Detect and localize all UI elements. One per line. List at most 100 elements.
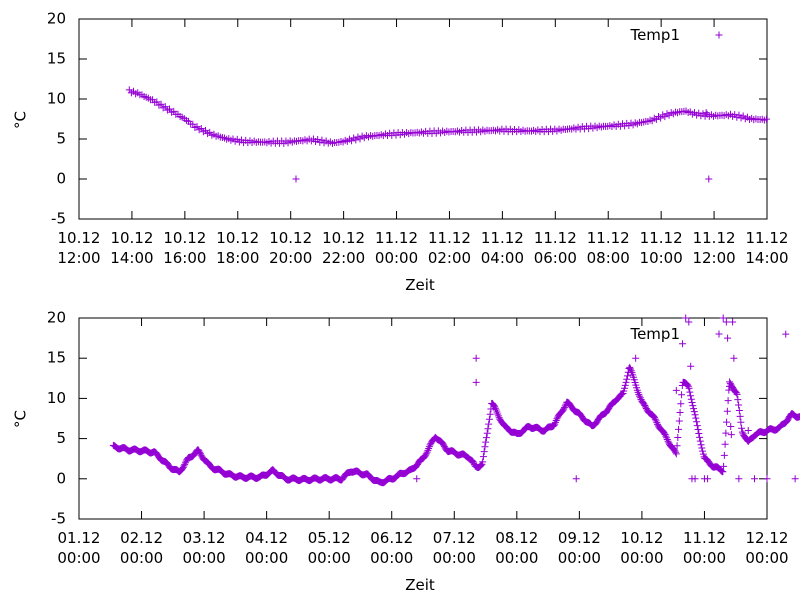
data-point [686, 388, 694, 396]
x-tick-label-date: 10.12 [269, 229, 312, 247]
x-tick-label-date: 11.12 [587, 229, 630, 247]
data-point [663, 436, 671, 444]
data-point [663, 434, 671, 442]
data-point-outlier [727, 431, 735, 439]
data-point [723, 407, 731, 415]
data-point-outlier [750, 475, 758, 483]
x-tick-label-time: 14:00 [745, 249, 788, 267]
x-tick-label-time: 12:00 [692, 249, 735, 267]
data-point-outlier [704, 475, 712, 483]
data-point [641, 401, 649, 409]
data-point [724, 397, 732, 405]
data-point [698, 444, 706, 452]
x-tick-label-time: 00:00 [433, 549, 476, 567]
data-point [734, 396, 742, 404]
x-tick-label-time: 12:00 [57, 249, 100, 267]
data-point [733, 390, 741, 398]
data-point [691, 411, 699, 419]
data-point [422, 450, 430, 458]
data-point [677, 400, 685, 408]
data-point-outlier [725, 382, 733, 390]
x-tick-label-date: 07.12 [433, 529, 476, 547]
data-point [620, 387, 628, 395]
x-tick-label-time: 14:00 [110, 249, 153, 267]
data-point-outlier [722, 318, 730, 326]
data-point [480, 448, 488, 456]
legend-marker [715, 330, 723, 338]
data-point-outlier [744, 427, 752, 435]
data-point [685, 384, 693, 392]
x-tick-label-time: 00:00 [683, 549, 726, 567]
data-point [470, 459, 478, 467]
data-point-outlier [572, 475, 580, 483]
data-point [642, 403, 650, 411]
x-tick-label-date: 09.12 [558, 529, 601, 547]
data-point [196, 448, 204, 456]
x-tick-label-date: 11.12 [534, 229, 577, 247]
data-point-outlier [782, 330, 790, 338]
data-point [699, 450, 707, 458]
y-tick-label: 15 [47, 349, 66, 367]
chart-bottom: °C Zeit Temp1 -5 0 5 10 15 20 01.12 00:00 02.12… [12, 309, 800, 594]
data-point [673, 442, 681, 450]
data-point-outlier [730, 354, 738, 362]
data-points [125, 86, 770, 183]
data-point [482, 438, 490, 446]
data-point-outlier [413, 475, 421, 483]
x-tick-label-time: 00:00 [620, 549, 663, 567]
data-point [181, 460, 189, 468]
data-point-outlier [687, 362, 695, 370]
x-axis-label: Zeit [405, 276, 435, 294]
data-point [689, 402, 697, 410]
y-tick-label: -5 [51, 210, 66, 228]
data-point [621, 384, 629, 392]
data-point [661, 431, 669, 439]
data-point [560, 404, 568, 412]
legend-marker [715, 31, 723, 39]
data-point [481, 443, 489, 451]
data-point [652, 417, 660, 425]
data-point [426, 441, 434, 449]
x-tick-label-date: 11.12 [683, 529, 726, 547]
data-point [671, 447, 679, 455]
data-point [425, 443, 433, 451]
data-point [719, 468, 727, 476]
x-tick-label-time: 00:00 [57, 549, 100, 567]
data-point [675, 425, 683, 433]
y-ticks: -5 0 5 10 15 20 [47, 10, 767, 228]
data-point [723, 418, 731, 426]
y-tick-label: 20 [47, 10, 66, 28]
data-point [693, 418, 701, 426]
data-points [109, 314, 800, 487]
y-tick-label: 10 [47, 90, 66, 108]
data-point [626, 363, 634, 371]
data-point [735, 401, 743, 409]
x-ticks: 01.12 00:00 02.12 00:00 03.12 00:00 04.12 00:00… [57, 318, 789, 567]
x-tick-label-time: 00:00 [745, 549, 788, 567]
data-point [696, 433, 704, 441]
x-tick-label-time: 00:00 [375, 249, 418, 267]
y-tick-label: 15 [47, 50, 66, 68]
data-point [690, 405, 698, 413]
data-point [161, 103, 169, 111]
x-tick-label-time: 00:00 [120, 549, 163, 567]
data-point [675, 417, 683, 425]
data-point [653, 419, 661, 427]
data-point [660, 429, 668, 437]
y-tick-label: 0 [56, 469, 66, 487]
data-point [720, 451, 728, 459]
data-point-outlier [292, 175, 300, 183]
y-axis-label: °C [12, 410, 30, 428]
x-tick-label-time: 06:00 [534, 249, 577, 267]
x-tick-label-date: 10.12 [216, 229, 259, 247]
data-point-outlier [691, 475, 699, 483]
data-point [688, 399, 696, 407]
x-tick-label-time: 00:00 [370, 549, 413, 567]
data-point [651, 415, 659, 423]
x-axis-label: Zeit [405, 576, 435, 594]
data-point [485, 415, 493, 423]
data-point-outlier [705, 175, 713, 183]
data-point [479, 453, 487, 461]
x-tick-label-date: 11.12 [746, 229, 789, 247]
